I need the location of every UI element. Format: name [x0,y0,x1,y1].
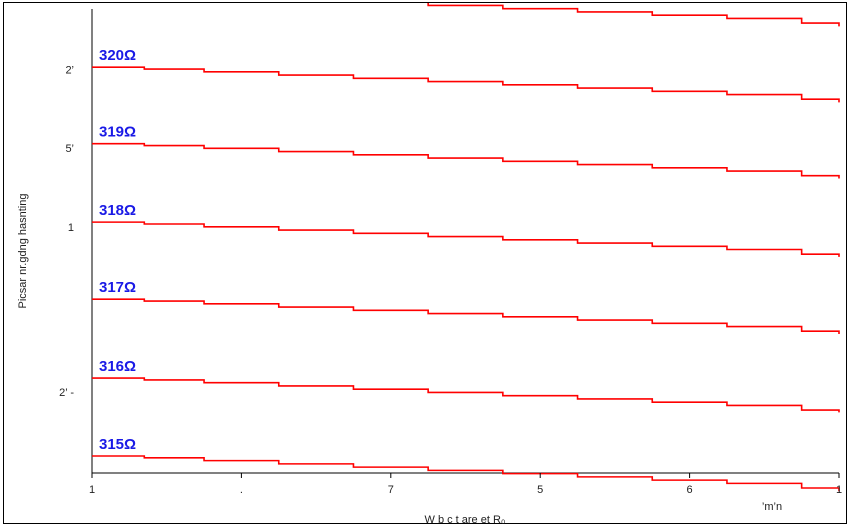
series-label: 319Ω [99,124,136,141]
series-line [92,66,840,103]
y-tick-label: 5’ [65,143,74,155]
series-labels: 321Ω320Ω319Ω318Ω317Ω316Ω315Ω [99,47,136,453]
series-line [92,221,840,257]
x-tick-label: 1 [836,484,842,496]
y-tick-label: 2’ [65,64,74,76]
axes [91,9,839,474]
x-tick-label: . [240,484,243,496]
series-label: 315Ω [99,436,136,453]
series-label: 320Ω [99,47,136,64]
ticks: 1. 7 5 6 1 2’ 5’ 1 2’ - [59,64,842,496]
chart-frame: 321Ω320Ω319Ω318Ω317Ω316Ω315Ω 1.75612’5’1… [3,2,847,525]
series-label: 318Ω [99,202,136,219]
chart: 321Ω320Ω319Ω318Ω317Ω316Ω315Ω 1.75612’5’1… [17,3,842,525]
x-tick-label: 1 [89,484,95,496]
y-tick-label: 1 [68,222,74,234]
y-tick-label: 2’ - [59,387,74,399]
series-label: 316Ω [99,358,136,375]
series-line [92,298,840,334]
x-tick-label: 5 [537,484,543,496]
series-line [352,3,840,27]
x-axis-title: W b c t are et R₀ [425,514,506,525]
series-lines [92,3,840,492]
series-line [92,142,840,179]
series-line [92,455,840,492]
y-axis-title: Picsar nr.gdng hasnting [17,194,29,309]
x-axis-unit-label: ’m’n [762,501,782,513]
x-tick-label: 6 [687,484,693,496]
series-line [92,377,840,413]
series-label: 317Ω [99,279,136,296]
x-tick-label: 7 [388,484,394,496]
